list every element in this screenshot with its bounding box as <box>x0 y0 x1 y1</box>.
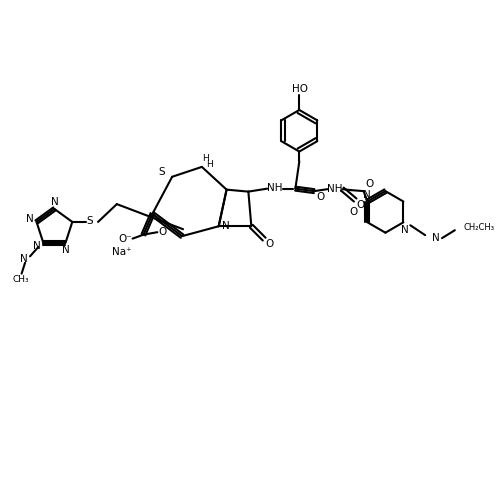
Text: O: O <box>356 200 364 210</box>
Text: N: N <box>50 197 58 207</box>
Text: CH₂CH₃: CH₂CH₃ <box>464 222 494 232</box>
Text: H: H <box>202 154 209 164</box>
Text: N: N <box>400 224 408 234</box>
Text: CH₃: CH₃ <box>12 275 29 284</box>
Text: N: N <box>20 254 28 264</box>
Text: NH: NH <box>327 184 342 194</box>
Text: N: N <box>26 214 34 224</box>
Text: S: S <box>87 216 94 226</box>
Text: N: N <box>222 222 230 232</box>
Text: O: O <box>265 239 274 249</box>
Text: NH: NH <box>268 183 283 193</box>
Text: N: N <box>62 246 70 256</box>
Text: O: O <box>350 207 358 217</box>
Text: Na⁺: Na⁺ <box>112 248 132 258</box>
Text: O: O <box>158 226 166 236</box>
Text: O⁻: O⁻ <box>119 234 132 243</box>
Text: H: H <box>206 160 213 169</box>
Text: S: S <box>158 167 165 177</box>
Text: HO: HO <box>292 84 308 94</box>
Text: N: N <box>432 233 440 243</box>
Text: N: N <box>362 190 370 200</box>
Text: N: N <box>32 241 40 251</box>
Text: O: O <box>316 192 324 202</box>
Text: O: O <box>366 180 374 190</box>
